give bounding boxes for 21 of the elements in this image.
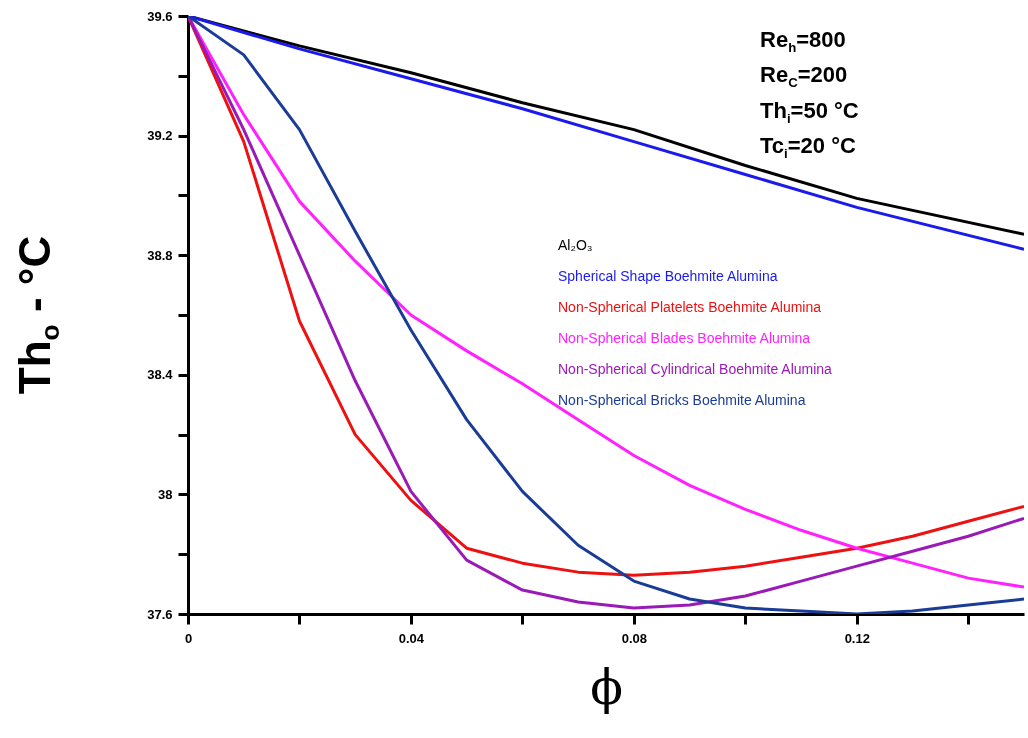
y-tick-label: 38.4 [147,367,174,383]
x-axis-title: ϕ [590,658,623,715]
annotation: Re$_{h}$=800 [760,26,847,58]
x-tick-label: 0 [184,630,193,646]
annotation: Th$_{i}$=50 °C [760,96,859,129]
text: Al₂O₃ [558,237,593,253]
x-tick-label: 0.08 [621,630,648,646]
text: Non-Spherical Platelets Boehmite Alumina [558,299,822,315]
x-tick-label: 0.12 [844,630,870,646]
x-tick-label: 0.04 [398,630,425,646]
y-tick-label: 38 [158,486,173,502]
y-tick-label: 39.6 [147,8,173,24]
annotation: Tc$_{i}$=20 °C [760,132,857,164]
y-tick-label: 39.2 [147,128,173,144]
text: Non-Spherical Blades Boehmite Alumina [558,330,811,346]
y-tick-label: 38.8 [147,247,173,263]
text: Spherical Shape Boehmite Alumina [558,268,778,284]
y-tick-label: 37.6 [147,606,173,622]
annotation: Re$_{C}$=200 [760,61,849,93]
text: Non-Spherical Bricks Boehmite Alumina [558,392,806,408]
text: Non-Spherical Cylindrical Boehmite Alumina [558,361,833,377]
